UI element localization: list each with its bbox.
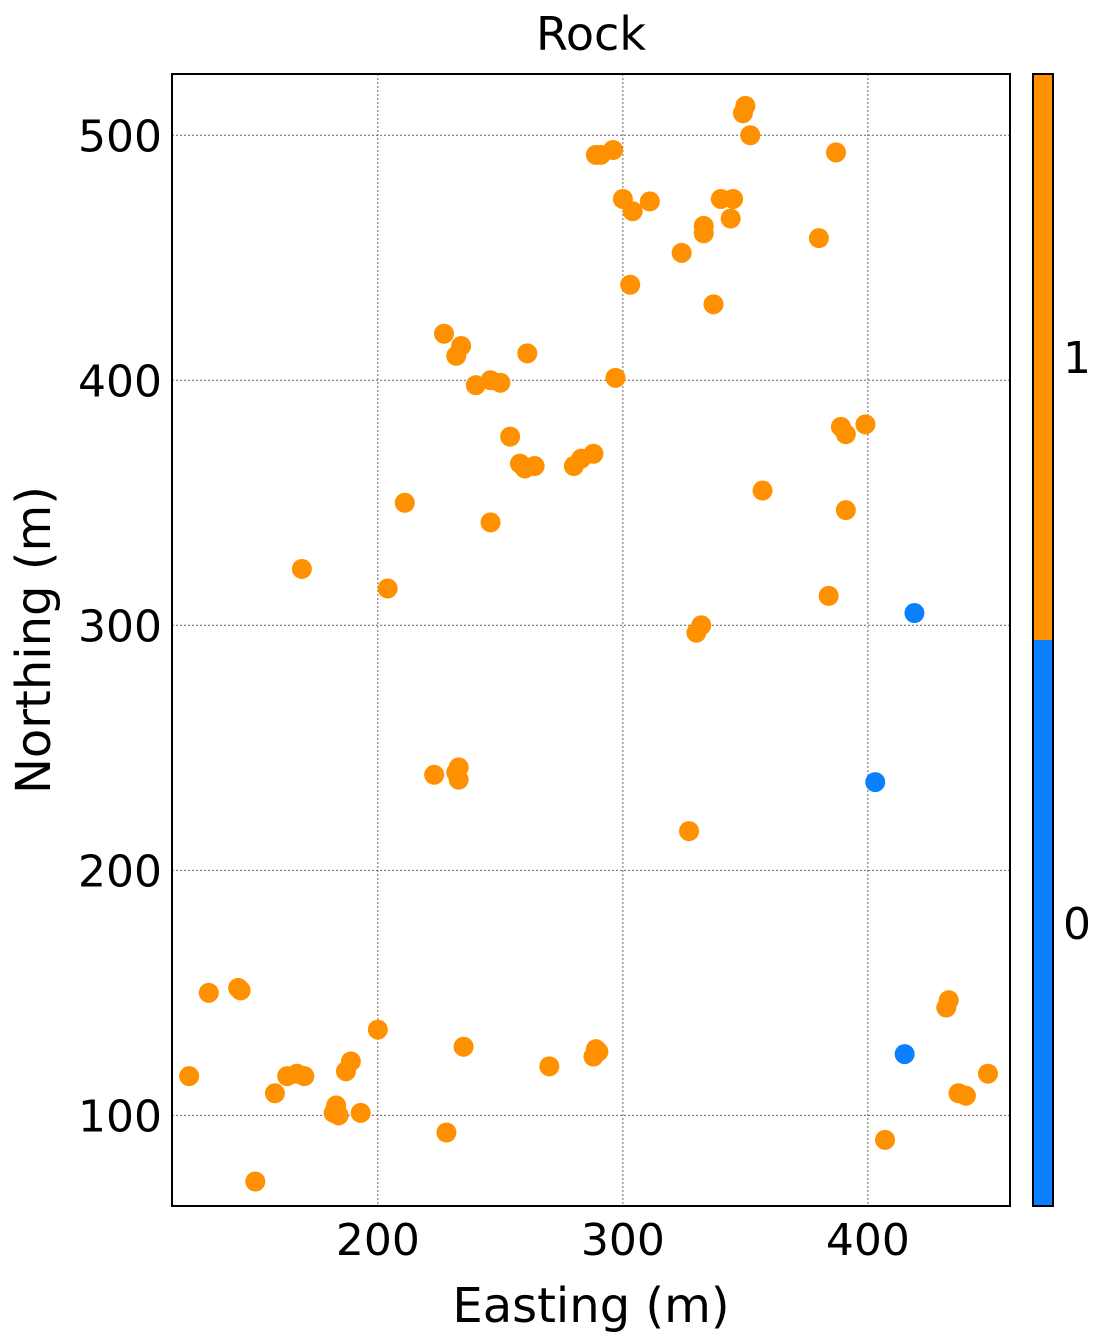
grid-lines [172, 74, 1010, 1206]
data-point [686, 622, 707, 643]
data-points [179, 95, 998, 1192]
data-point [453, 1036, 474, 1057]
data-point [517, 343, 538, 364]
data-point [264, 1083, 285, 1104]
data-point [740, 125, 761, 146]
x-tick-label: 200 [336, 1215, 420, 1266]
data-point [720, 208, 741, 229]
y-tick-label: 400 [78, 356, 162, 407]
data-point [500, 426, 521, 447]
colorbar-segment-1 [1033, 74, 1053, 640]
y-axis-label: Northing (m) [6, 486, 62, 794]
data-point [865, 772, 886, 793]
data-point [723, 188, 744, 209]
data-point [808, 228, 829, 249]
data-point [539, 1056, 560, 1077]
chart-title: Rock [536, 7, 646, 61]
data-point [394, 492, 415, 513]
x-tick-label: 400 [826, 1215, 910, 1266]
data-point [198, 982, 219, 1003]
data-point [752, 480, 773, 501]
data-point [835, 424, 856, 445]
data-point [679, 821, 700, 842]
data-point [703, 294, 724, 315]
data-point [350, 1102, 371, 1123]
data-point [433, 323, 454, 344]
y-tick-label: 100 [78, 1091, 162, 1142]
y-tick-labels: 100 200 300 400 500 [78, 111, 162, 1142]
y-tick-label: 500 [78, 111, 162, 162]
data-point [835, 500, 856, 521]
data-point [693, 223, 714, 244]
data-point [446, 345, 467, 366]
colorbar: 01 [1032, 73, 1091, 1207]
x-tick-label: 300 [581, 1215, 665, 1266]
x-tick-labels: 200 300 400 [336, 1215, 910, 1266]
data-point [277, 1066, 298, 1087]
data-point [605, 367, 626, 388]
data-point [245, 1171, 266, 1192]
data-point [335, 1061, 356, 1082]
data-point [377, 578, 398, 599]
data-point [894, 1044, 915, 1065]
plot-frame [171, 73, 1011, 1207]
data-point [424, 764, 445, 785]
colorbar-segment-0 [1033, 640, 1053, 1206]
data-point [294, 1066, 315, 1087]
data-point [328, 1105, 349, 1126]
x-axis-label: Easting (m) [452, 1278, 729, 1334]
data-point [436, 1122, 457, 1143]
data-point [367, 1019, 388, 1040]
data-point [563, 456, 584, 477]
data-point [583, 1046, 604, 1067]
data-point [955, 1085, 976, 1106]
data-point [480, 512, 501, 533]
data-point [490, 372, 511, 393]
data-point [291, 558, 312, 579]
data-point [620, 274, 641, 295]
data-point [904, 603, 925, 624]
data-point [671, 242, 692, 263]
data-point [639, 191, 660, 212]
data-point [875, 1129, 896, 1150]
data-point [230, 980, 251, 1001]
data-point [732, 103, 753, 124]
data-point [826, 142, 847, 163]
colorbar-frame [1032, 73, 1054, 1207]
data-point [818, 585, 839, 606]
data-point [936, 997, 957, 1018]
data-point [448, 769, 469, 790]
data-point [590, 144, 611, 165]
data-point [524, 456, 545, 477]
y-tick-label: 200 [78, 846, 162, 897]
colorbar-tick-label: 1 [1063, 333, 1091, 384]
y-tick-label: 300 [78, 601, 162, 652]
data-point [179, 1066, 200, 1087]
colorbar-tick-label: 0 [1063, 899, 1091, 950]
data-point [622, 201, 643, 222]
data-point [977, 1063, 998, 1084]
data-point [855, 414, 876, 435]
